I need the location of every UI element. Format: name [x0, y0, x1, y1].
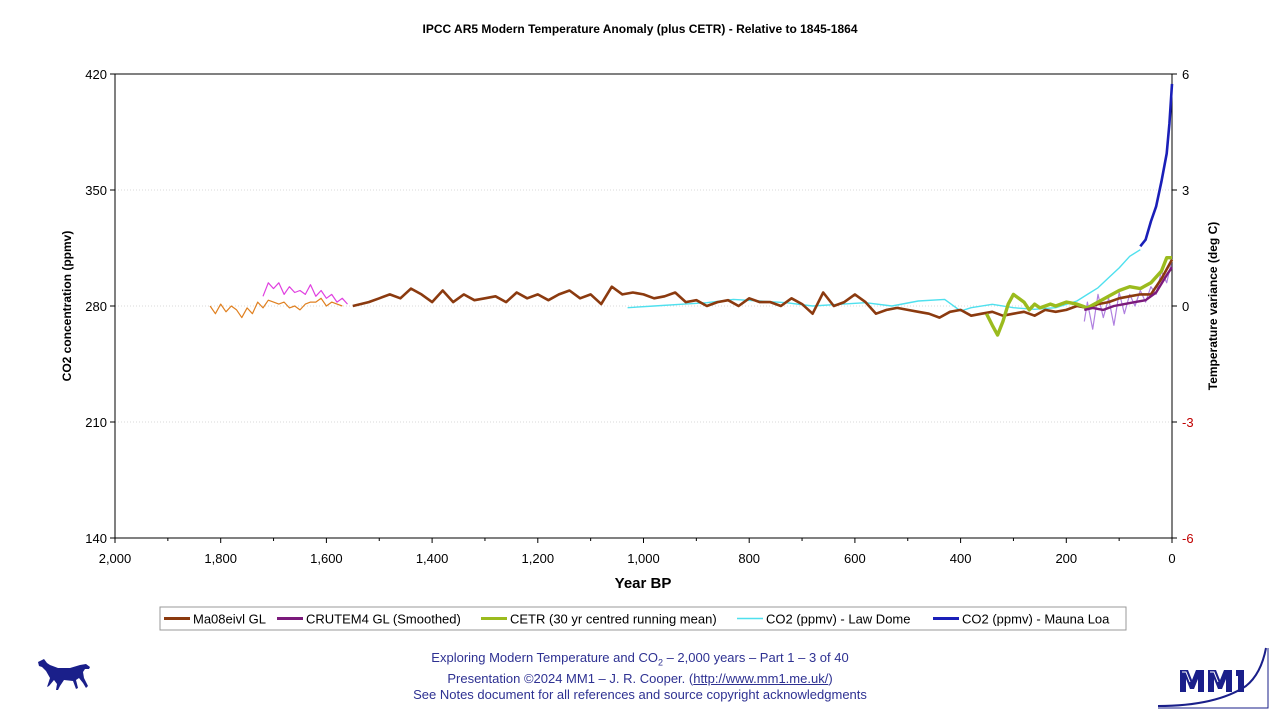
legend-label: Ma08eivl GL [193, 612, 266, 627]
x-tick-label: 800 [738, 551, 760, 566]
x-axis: 2,000 1,800 1,600 1,400 1,200 1,000 800 600 400 2… [99, 538, 1176, 566]
y-axis-left-label: CO2 concentration (ppmv) [60, 231, 74, 382]
legend-frame [159, 606, 1127, 631]
x-tick-label: 1,000 [627, 551, 660, 566]
y-left-tick-label: 210 [85, 415, 107, 430]
trace-early-reconstruction [209, 297, 343, 319]
y-left-tick-label: 280 [85, 299, 107, 314]
legend-label: CRUTEM4 GL (Smoothed) [306, 612, 461, 627]
y-right-tick-label: 6 [1182, 67, 1189, 82]
y-right-tick-label: -3 [1182, 415, 1194, 430]
trace-early-reconstruction-magenta [262, 282, 348, 305]
series-line [352, 258, 1174, 319]
y-right-tick-label: 0 [1182, 299, 1189, 314]
y-axis-right-label: Temperature variance (deg C) [1206, 222, 1220, 391]
x-axis-label: Year BP [615, 575, 672, 592]
x-tick-label: 400 [950, 551, 972, 566]
mm1-logo [1157, 647, 1269, 709]
footer: Exploring Modern Temperature and CO2 – 2… [300, 650, 980, 703]
series-line [627, 249, 1141, 312]
y-left-tick-label: 140 [85, 531, 107, 546]
y-right-tick-label: 3 [1182, 183, 1189, 198]
legend: Ma08eivl GL CRUTEM4 GL (Smoothed) CETR (30… [159, 606, 1127, 631]
y-axis-left: 420 350 280 210 140 [85, 67, 115, 546]
x-tick-label: 0 [1168, 551, 1175, 566]
series-line [1139, 83, 1174, 248]
x-tick-label: 1,600 [310, 551, 343, 566]
series-line [1084, 266, 1173, 312]
series-line [984, 256, 1172, 337]
x-tick-label: 600 [844, 551, 866, 566]
trace-annual-lavender [1083, 259, 1173, 330]
legend-label: CO2 (ppmv) - Mauna Loa [962, 612, 1110, 627]
x-tick-label: 1,200 [522, 551, 555, 566]
x-tick-label: 200 [1055, 551, 1077, 566]
legend-label: CETR (30 yr centred running mean) [510, 612, 717, 627]
footer-line-3: See Notes document for all references an… [413, 686, 867, 702]
x-tick-label: 1,400 [416, 551, 449, 566]
x-tick-label: 1,800 [204, 551, 237, 566]
legend-label: CO2 (ppmv) - Law Dome [766, 612, 910, 627]
y-left-tick-label: 420 [85, 67, 107, 82]
x-tick-label: 2,000 [99, 551, 132, 566]
series-lines [209, 83, 1174, 337]
footer-line-2: Presentation ©2024 MM1 – J. R. Cooper. (… [447, 670, 833, 686]
y-left-tick-label: 350 [85, 183, 107, 198]
footer-line-1: Exploring Modern Temperature and CO2 – 2… [431, 650, 849, 668]
footer-link[interactable]: http://www.mm1.me.uk/ [693, 670, 829, 686]
y-axis-right: 6 3 0 -3 -6 [1172, 67, 1194, 546]
chart-title: IPCC AR5 Modern Temperature Anomaly (plu… [423, 22, 858, 36]
y-right-tick-label: -6 [1182, 531, 1194, 546]
dog-logo-icon [38, 659, 90, 690]
